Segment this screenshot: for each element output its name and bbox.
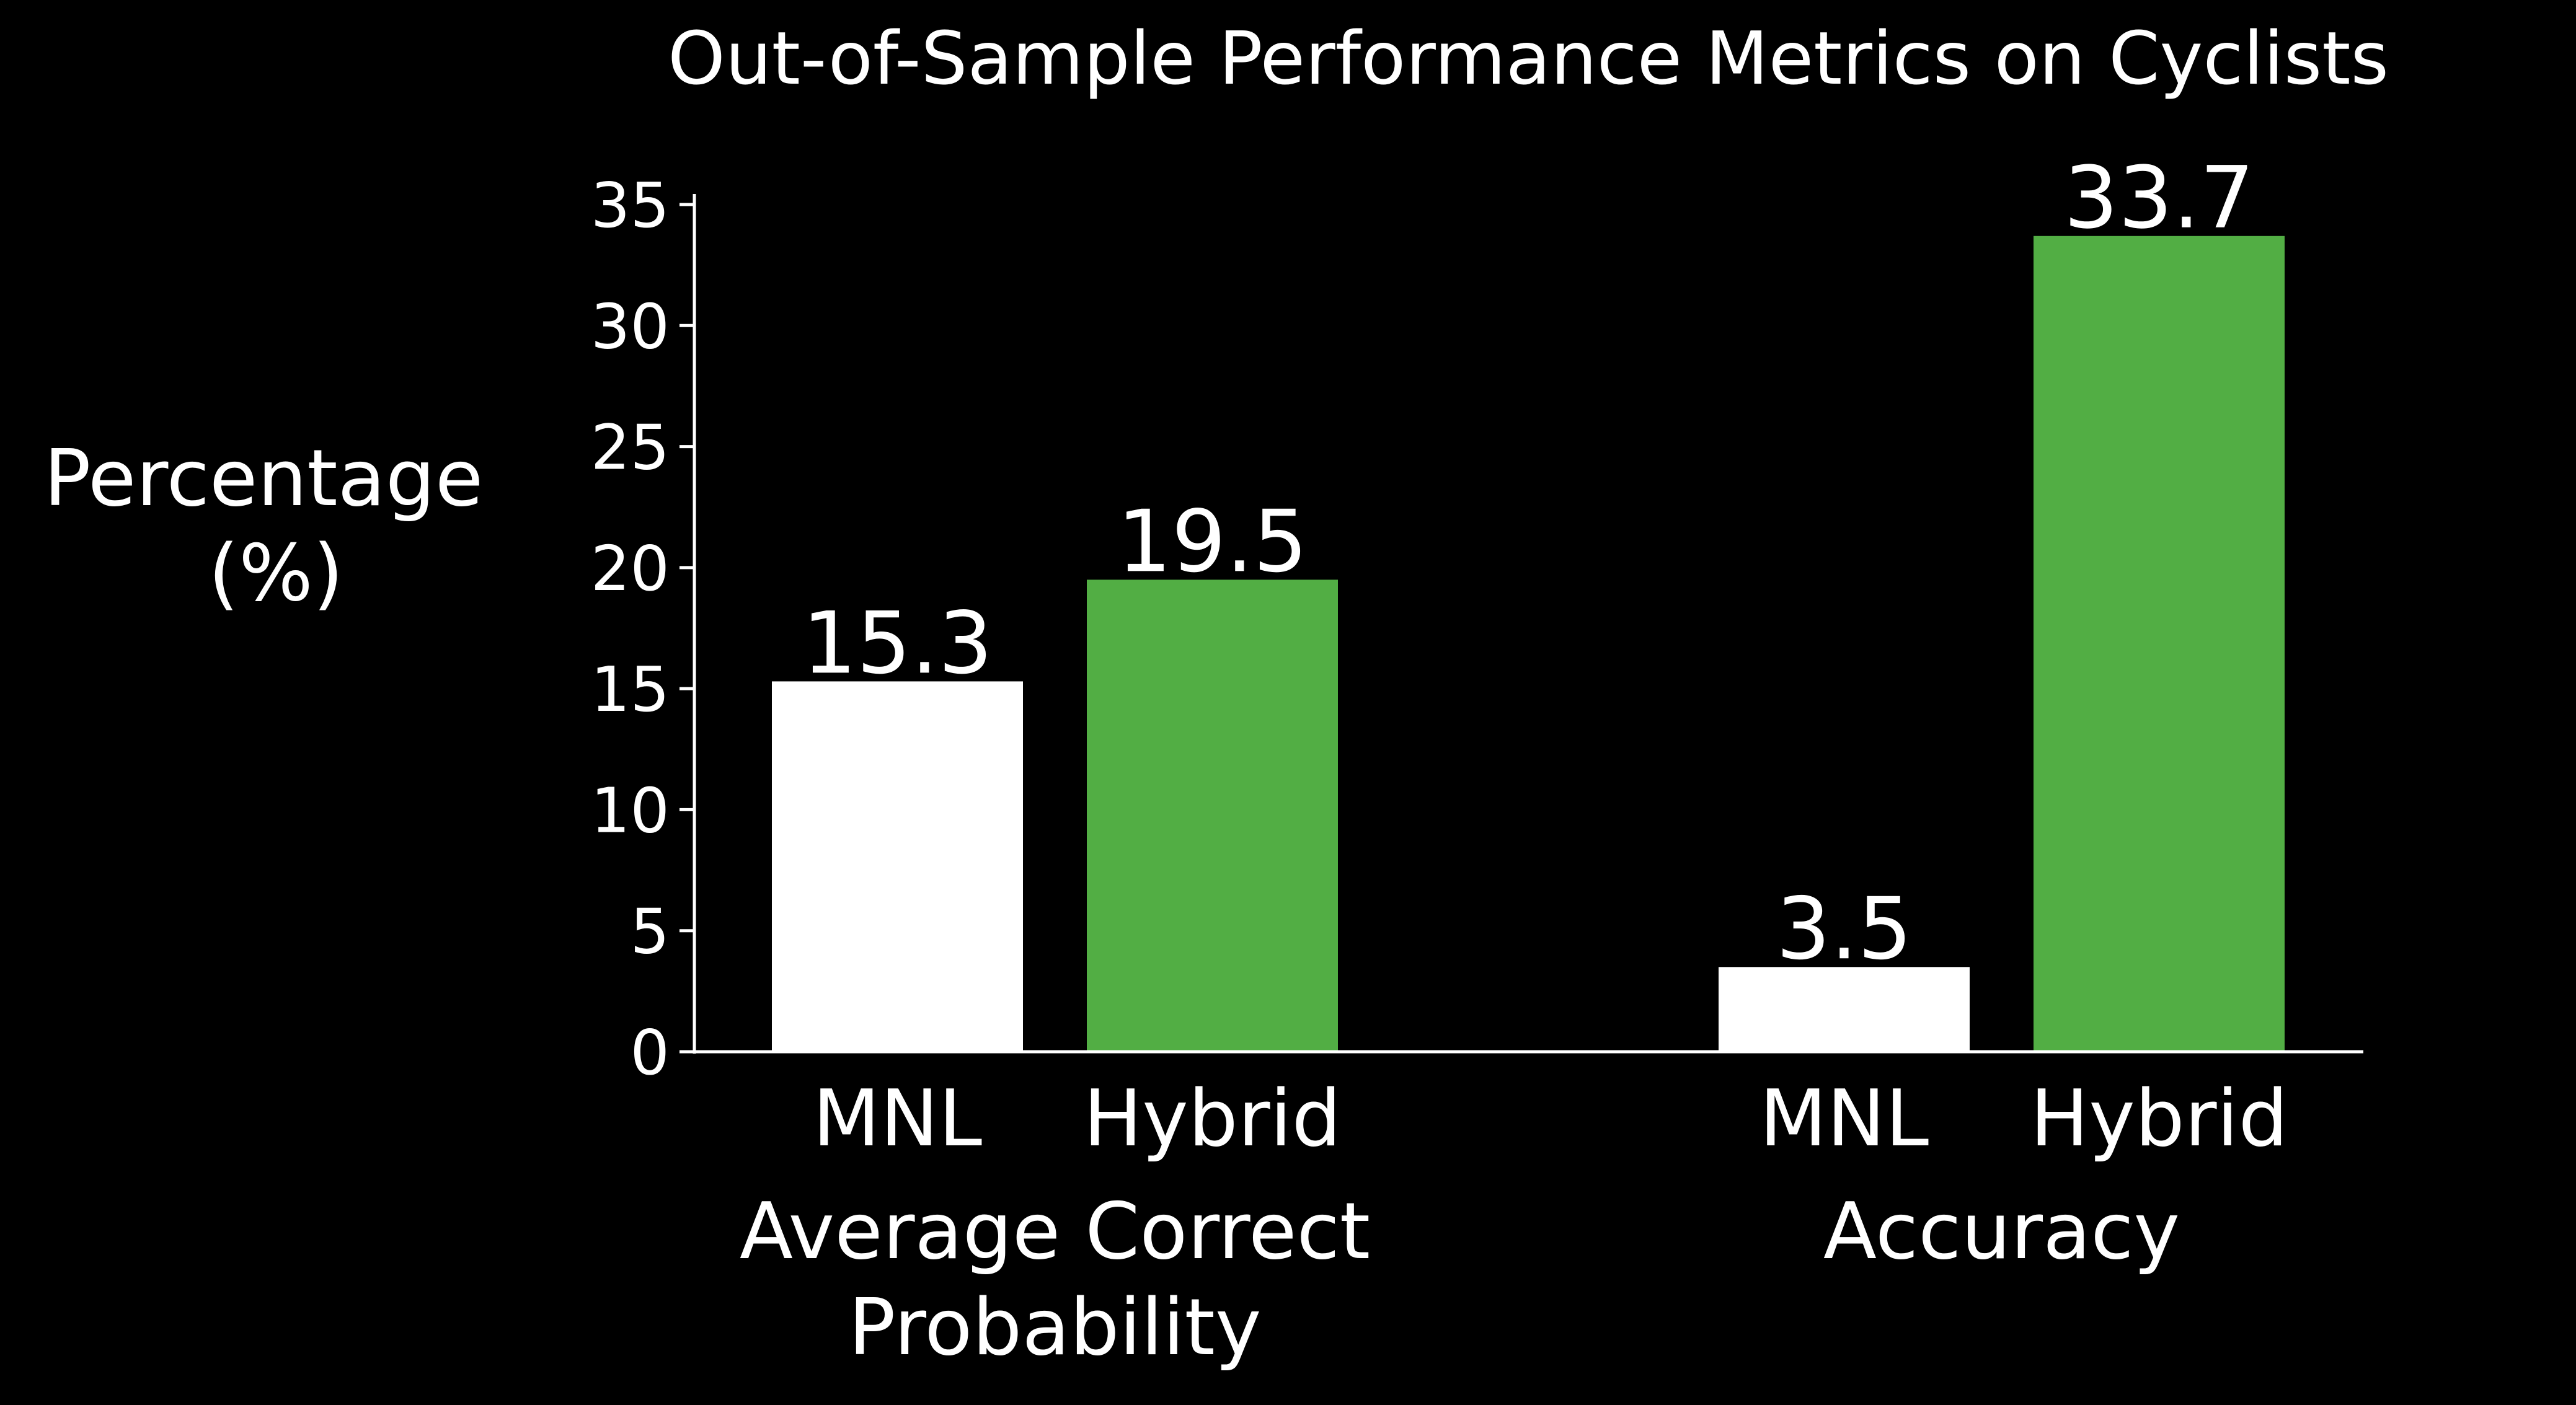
bar-mnl — [772, 681, 1023, 1052]
bars — [772, 236, 2285, 1052]
bar-value-label: 33.7 — [2064, 148, 2254, 248]
y-tick-label: 10 — [591, 774, 670, 847]
bar-hybrid — [1087, 579, 1338, 1052]
bar-value-labels: 15.3 19.5 3.5 33.7 — [802, 148, 2254, 979]
y-tick-label: 25 — [591, 412, 670, 484]
x-category-label: MNL — [1759, 1073, 1929, 1164]
x-category-label: Hybrid — [1083, 1073, 1341, 1164]
x-category-label: Hybrid — [2030, 1073, 2288, 1164]
group-label: Average Correct Probability — [740, 1186, 1370, 1373]
y-tick-label: 15 — [591, 653, 670, 726]
y-tick-label: 35 — [591, 169, 670, 242]
x-category-labels: MNL Hybrid MNL Hybrid — [813, 1073, 2288, 1164]
y-axis-label: Percentage (%) — [44, 433, 508, 619]
y-tick-label: 5 — [630, 896, 670, 968]
bar-value-label: 19.5 — [1117, 491, 1308, 591]
x-category-label: MNL — [813, 1073, 982, 1164]
bar-value-label: 3.5 — [1776, 879, 1912, 979]
group-label-line: Average Correct — [740, 1186, 1370, 1277]
y-axis-label-line-2: (%) — [208, 527, 343, 619]
y-tick-label: 30 — [591, 290, 670, 363]
group-label-line: Probability — [848, 1282, 1261, 1373]
y-axis-ticks: 0 5 10 15 20 25 30 35 — [591, 169, 694, 1089]
y-axis-label-line-1: Percentage — [44, 433, 484, 524]
bar-value-label: 15.3 — [802, 593, 993, 693]
group-label: Accuracy — [1823, 1186, 2180, 1277]
y-tick-label: 0 — [630, 1016, 670, 1089]
group-label-line: Accuracy — [1823, 1186, 2180, 1277]
bar-hybrid — [2034, 236, 2285, 1052]
chart-title: Out-of-Sample Performance Metrics on Cyc… — [668, 15, 2389, 101]
y-tick-label: 20 — [591, 532, 670, 605]
group-labels: Average Correct Probability Accuracy — [740, 1186, 2180, 1373]
bar-mnl — [1719, 967, 1970, 1052]
